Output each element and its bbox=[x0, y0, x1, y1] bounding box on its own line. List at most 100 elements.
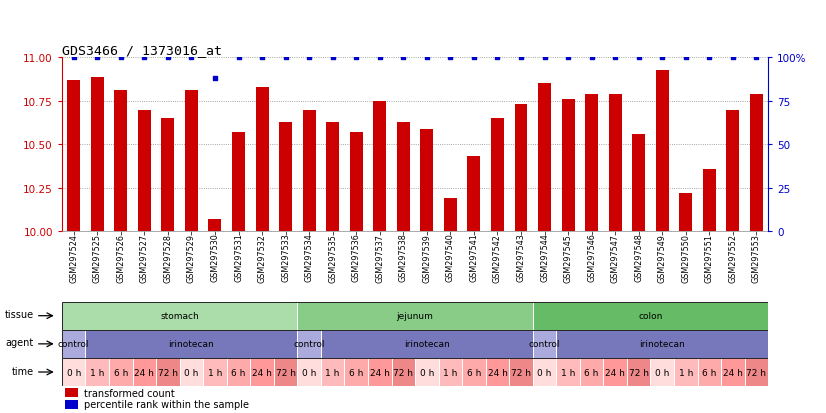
Bar bbox=[396, 122, 410, 232]
Bar bbox=[533, 302, 768, 330]
Text: GSM297535: GSM297535 bbox=[328, 233, 337, 282]
Text: GSM297538: GSM297538 bbox=[399, 233, 408, 282]
Text: GSM297550: GSM297550 bbox=[681, 233, 691, 282]
Bar bbox=[515, 105, 528, 232]
Point bbox=[208, 76, 221, 82]
Point bbox=[609, 55, 622, 62]
Bar bbox=[703, 169, 716, 232]
Bar bbox=[226, 358, 250, 386]
Bar bbox=[415, 358, 439, 386]
Bar bbox=[180, 358, 203, 386]
Bar bbox=[585, 95, 598, 232]
Point bbox=[656, 55, 669, 62]
Bar bbox=[392, 358, 415, 386]
Text: time: time bbox=[12, 366, 34, 376]
Text: 72 h: 72 h bbox=[393, 368, 413, 377]
Point bbox=[302, 55, 316, 62]
Point bbox=[538, 55, 551, 62]
Text: 24 h: 24 h bbox=[135, 368, 154, 377]
Point bbox=[585, 55, 598, 62]
Text: 1 h: 1 h bbox=[325, 368, 339, 377]
Text: GSM297552: GSM297552 bbox=[729, 233, 738, 282]
Text: GSM297536: GSM297536 bbox=[352, 233, 361, 282]
Text: 0 h: 0 h bbox=[420, 368, 434, 377]
Bar bbox=[745, 358, 768, 386]
Text: 6 h: 6 h bbox=[114, 368, 128, 377]
Text: tissue: tissue bbox=[4, 310, 34, 320]
Bar bbox=[373, 102, 387, 232]
Text: 1 h: 1 h bbox=[208, 368, 222, 377]
Text: 1 h: 1 h bbox=[444, 368, 458, 377]
Text: stomach: stomach bbox=[160, 311, 199, 320]
Text: GSM297529: GSM297529 bbox=[187, 233, 196, 282]
Text: 72 h: 72 h bbox=[747, 368, 767, 377]
Bar bbox=[562, 100, 575, 232]
Bar bbox=[114, 91, 127, 232]
Bar bbox=[320, 330, 533, 358]
Bar bbox=[750, 95, 763, 232]
Bar bbox=[533, 330, 557, 358]
Bar bbox=[627, 358, 651, 386]
Text: 72 h: 72 h bbox=[158, 368, 178, 377]
Text: GDS3466 / 1373016_at: GDS3466 / 1373016_at bbox=[62, 44, 222, 57]
Bar bbox=[250, 358, 274, 386]
Bar bbox=[557, 358, 580, 386]
Bar bbox=[185, 91, 198, 232]
Text: GSM297524: GSM297524 bbox=[69, 233, 78, 282]
Text: 6 h: 6 h bbox=[702, 368, 716, 377]
Text: GSM297539: GSM297539 bbox=[422, 233, 431, 282]
Text: GSM297530: GSM297530 bbox=[211, 233, 220, 282]
Text: GSM297542: GSM297542 bbox=[493, 233, 502, 282]
Text: GSM297533: GSM297533 bbox=[281, 233, 290, 282]
Bar bbox=[468, 157, 481, 232]
Text: GSM297551: GSM297551 bbox=[705, 233, 714, 282]
Point bbox=[444, 55, 457, 62]
Point bbox=[491, 55, 504, 62]
Point bbox=[349, 55, 363, 62]
Bar bbox=[62, 302, 297, 330]
Bar bbox=[132, 358, 156, 386]
Text: GSM297527: GSM297527 bbox=[140, 233, 149, 282]
Text: 24 h: 24 h bbox=[370, 368, 390, 377]
Text: control: control bbox=[58, 339, 89, 349]
Bar bbox=[274, 358, 297, 386]
Text: GSM297537: GSM297537 bbox=[375, 233, 384, 282]
Bar bbox=[444, 199, 457, 232]
Point bbox=[232, 55, 245, 62]
Bar bbox=[208, 220, 221, 232]
Bar bbox=[86, 358, 109, 386]
Text: GSM297548: GSM297548 bbox=[634, 233, 643, 282]
Bar bbox=[697, 358, 721, 386]
Point bbox=[679, 55, 692, 62]
Point bbox=[726, 55, 739, 62]
Bar bbox=[320, 358, 344, 386]
Bar bbox=[656, 70, 669, 232]
Bar bbox=[65, 388, 78, 397]
Text: 24 h: 24 h bbox=[487, 368, 507, 377]
Bar bbox=[65, 399, 78, 409]
Bar bbox=[203, 358, 226, 386]
Text: GSM297531: GSM297531 bbox=[234, 233, 243, 282]
Text: control: control bbox=[529, 339, 560, 349]
Text: GSM297546: GSM297546 bbox=[587, 233, 596, 282]
Point bbox=[91, 55, 104, 62]
Bar bbox=[486, 358, 509, 386]
Bar bbox=[302, 110, 316, 232]
Bar bbox=[368, 358, 392, 386]
Text: 6 h: 6 h bbox=[467, 368, 481, 377]
Bar bbox=[255, 88, 268, 232]
Bar bbox=[297, 302, 533, 330]
Text: GSM297534: GSM297534 bbox=[305, 233, 314, 282]
Text: GSM297545: GSM297545 bbox=[563, 233, 572, 282]
Point bbox=[703, 55, 716, 62]
Bar bbox=[62, 330, 86, 358]
Bar bbox=[439, 358, 463, 386]
Point bbox=[279, 55, 292, 62]
Text: GSM297532: GSM297532 bbox=[258, 233, 267, 282]
Text: 1 h: 1 h bbox=[90, 368, 104, 377]
Bar bbox=[651, 358, 674, 386]
Text: GSM297553: GSM297553 bbox=[752, 233, 761, 282]
Text: GSM297543: GSM297543 bbox=[516, 233, 525, 282]
Point bbox=[255, 55, 268, 62]
Text: jejunum: jejunum bbox=[396, 311, 434, 320]
